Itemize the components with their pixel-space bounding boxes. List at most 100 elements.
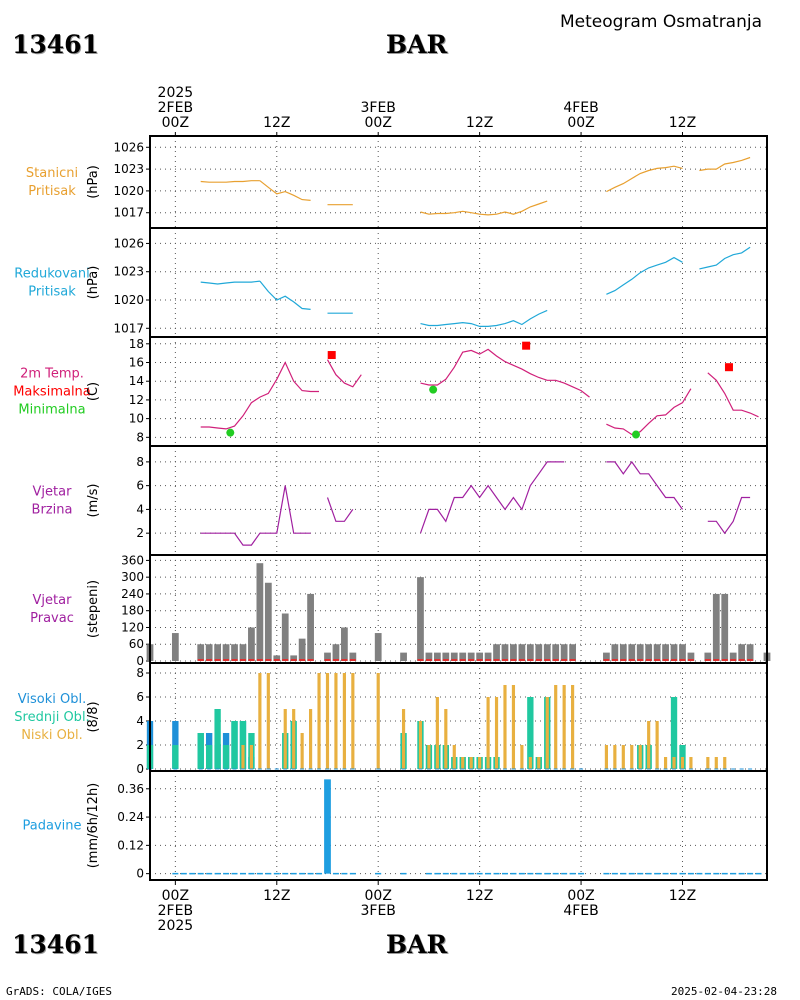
cloud-bar [444, 709, 448, 769]
series-line [606, 388, 692, 436]
wind-dir-bar [256, 563, 264, 661]
wind-dir-bar [535, 644, 543, 661]
tmin-marker [429, 385, 438, 394]
wind-dir-bar [298, 638, 306, 661]
panel-clouds: 0 2 4 6 8 Visoki Obl. Srednji Obl. Niski Obl.(8… [14, 662, 768, 776]
time-label-bottom: 12Z [466, 888, 493, 904]
cloud-bar [689, 757, 693, 769]
y-axis-label: (8/8) [86, 701, 101, 732]
panel-wind_direction: 0 60 120 180 240 300 360 Vjetar Pravac (stepeni) [30, 553, 771, 668]
timestamp-text: 2025-02-04-23:28 [671, 985, 777, 998]
meteogram-title: Meteogram Osmatranja [560, 12, 763, 32]
y-tick-label: 4 [136, 714, 144, 728]
wind-dir-bar [662, 644, 669, 661]
cloud-bar [604, 745, 608, 769]
cloud-bar [478, 757, 482, 769]
time-label-top: 3FEB [360, 100, 395, 116]
tmax-marker [327, 351, 336, 360]
time-label-top: 12Z [263, 115, 290, 131]
cloud-bar [469, 757, 473, 769]
wind-dir-bar [332, 644, 340, 661]
panel-station_pressure: 1017 1020 1023 1026 Stanicni Pritisak (hPa) [26, 135, 768, 229]
y-tick-label: 180 [121, 604, 144, 618]
cloud-bar [325, 673, 330, 769]
wind-dir-bar [400, 652, 407, 661]
cloud-bar [706, 757, 710, 769]
panel-temperature: 8 10 12 14 16 18 2m Temp. Maksimalna Minimalna(C… [13, 336, 768, 447]
wind-dir-bar [501, 644, 509, 661]
wind-dir-bar [738, 644, 746, 661]
cloud-bar [672, 757, 676, 769]
wind-dir-bar [239, 644, 247, 661]
wind-dir-bar [197, 644, 205, 661]
precip-bar [324, 779, 331, 874]
wind-dir-bar [518, 644, 526, 661]
wind-dir-bar [670, 644, 678, 661]
series-line [707, 496, 751, 535]
cloud-bar [680, 757, 685, 769]
cloud-bar [205, 745, 213, 769]
y-tick-label: 1026 [113, 236, 144, 250]
y-axis-label: (stepeni) [86, 580, 101, 638]
time-label-bottom: 2FEB [158, 903, 193, 919]
wind-dir-bar [425, 652, 433, 661]
panel-label: Vjetar [33, 485, 73, 500]
y-axis-label: (hPa) [86, 266, 101, 300]
panel-label: Redukovani [14, 267, 89, 282]
wind-dir-bar [476, 652, 484, 661]
cloud-bar [723, 757, 727, 769]
y-tick-label: 240 [121, 587, 144, 601]
y-tick-label: 8 [136, 666, 144, 680]
cloud-bar [461, 757, 465, 769]
wind-dir-bar [214, 644, 221, 661]
panel-wind_speed: 2 4 6 8 Vjetar Brzina (m/s) [32, 445, 768, 556]
cloud-bar [197, 733, 204, 769]
cloud-bar [554, 685, 558, 769]
cloud-bar [545, 697, 549, 769]
wind-dir-bar [704, 652, 712, 661]
y-axis-label: (mm/6h/12h) [86, 783, 101, 869]
wind-dir-bar [273, 655, 281, 661]
cloud-bar [222, 745, 230, 769]
station-id-top: 13461 [12, 30, 99, 59]
panel-frame [149, 336, 768, 447]
panel-precipitation: 0 0.12 0.24 0.36 Padavine (mm/6h/12h) [23, 770, 768, 881]
y-tick-label: 4 [136, 502, 144, 516]
cloud-bar [630, 745, 634, 769]
y-tick-label: 1026 [113, 140, 144, 154]
series-line [326, 497, 354, 522]
wind-dir-bar [264, 582, 272, 661]
cloud-bar [511, 685, 516, 769]
wind-dir-bar [729, 652, 737, 661]
cloud-bar [452, 745, 456, 769]
y-tick-label: 8 [136, 455, 144, 469]
series-line [420, 348, 590, 398]
wind-dir-bar [459, 652, 467, 661]
cloud-bar [435, 697, 439, 769]
cloud-bar [401, 709, 406, 769]
cloud-bar [292, 709, 296, 769]
time-label-top: 00Z [162, 115, 189, 131]
y-tick-label: 2 [136, 738, 144, 752]
cloud-bar [520, 745, 524, 769]
wind-dir-bar [510, 644, 517, 661]
time-label-top: 12Z [669, 115, 696, 131]
credit-text: GrADS: COLA/IGES [6, 985, 112, 998]
series-line [420, 200, 548, 216]
wind-dir-bar [645, 644, 653, 661]
y-tick-label: 0 [136, 654, 144, 668]
cloud-bar [214, 709, 221, 769]
y-tick-label: 0 [136, 867, 144, 881]
series-line [699, 156, 751, 172]
station-name-bottom: BAR [386, 930, 448, 959]
y-tick-label: 12 [129, 393, 144, 407]
wind-dir-bar [746, 644, 754, 661]
y-axis-label: (m/s) [86, 484, 101, 518]
time-label-top: 4FEB [563, 100, 598, 116]
panel-label: Pritisak [28, 285, 76, 300]
series-line [419, 461, 565, 534]
y-tick-label: 6 [136, 690, 144, 704]
wind-dir-bar [307, 593, 314, 661]
cloud-bar [670, 697, 678, 769]
panel-frame [149, 770, 768, 881]
